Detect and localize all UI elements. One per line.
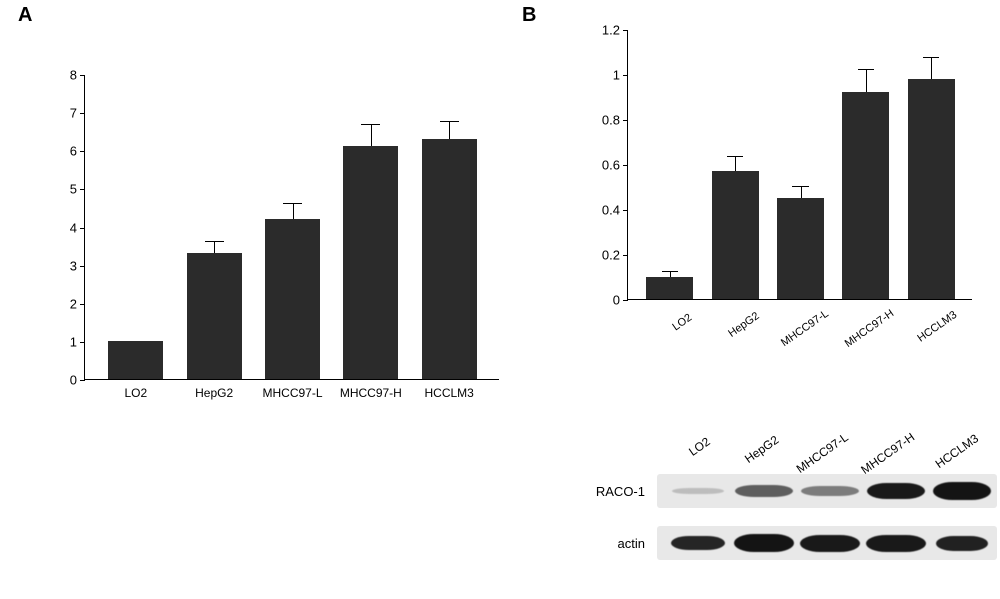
x-tick-label: HepG2 (195, 386, 233, 400)
x-tick-label: MHCC97-L (262, 386, 322, 400)
blot-lane-label: MHCC97-L (794, 430, 851, 476)
y-tick (623, 300, 628, 301)
y-tick (623, 210, 628, 211)
y-tick (80, 380, 85, 381)
x-tick-label: MHCC97-H (843, 307, 896, 349)
error-bar (931, 58, 932, 78)
y-tick-label: 1 (70, 334, 77, 349)
y-tick-label: 0.2 (602, 248, 620, 263)
y-tick (623, 255, 628, 256)
y-tick (80, 75, 85, 76)
blot-band (936, 536, 988, 551)
blot-band (867, 483, 925, 499)
y-tick-label: 2 (70, 296, 77, 311)
chart-a: 012345678LO2HepG2MHCC97-LMHCC97-HHCCLM3 (44, 75, 504, 435)
error-bar (214, 242, 215, 253)
y-tick (623, 165, 628, 166)
error-bar (371, 125, 372, 146)
panel-a-label: A (18, 4, 32, 27)
y-tick-label: 0.4 (602, 203, 620, 218)
y-tick-label: 0.6 (602, 158, 620, 173)
error-bar (801, 187, 802, 198)
y-tick (80, 113, 85, 114)
y-tick (623, 120, 628, 121)
y-tick-label: 1.2 (602, 23, 620, 38)
x-tick-label: MHCC97-H (340, 386, 402, 400)
blot-band (801, 486, 859, 496)
x-tick-label: MHCC97-L (779, 308, 831, 349)
error-bar (735, 157, 736, 171)
blot-band (735, 485, 793, 497)
blot-band (671, 536, 725, 550)
bar (343, 146, 398, 379)
x-tick-label: HepG2 (726, 310, 761, 340)
y-tick-label: 8 (70, 68, 77, 83)
y-tick (80, 228, 85, 229)
error-cap (858, 69, 874, 70)
blot-band (933, 482, 991, 500)
bar (777, 198, 824, 299)
error-bar (449, 122, 450, 139)
bar (265, 219, 320, 379)
bar (646, 277, 693, 300)
y-tick-label: 1 (613, 68, 620, 83)
x-tick-label: HCCLM3 (916, 309, 960, 345)
y-tick (80, 151, 85, 152)
blot-lane-label: HepG2 (742, 433, 781, 466)
bar (712, 171, 759, 299)
error-bar (866, 70, 867, 93)
error-cap (283, 203, 302, 204)
y-tick-label: 0 (70, 373, 77, 388)
blot-band (866, 535, 926, 552)
chart-a-plot: 012345678LO2HepG2MHCC97-LMHCC97-HHCCLM3 (84, 75, 499, 380)
y-tick (80, 342, 85, 343)
y-tick-label: 0 (613, 293, 620, 308)
y-tick (80, 189, 85, 190)
x-tick-label: HCCLM3 (424, 386, 473, 400)
blot-row-label: actin (560, 536, 645, 551)
bar (422, 139, 477, 379)
error-bar (670, 272, 671, 277)
bar (842, 92, 889, 299)
y-tick (80, 304, 85, 305)
bar (187, 253, 242, 379)
y-tick-label: 6 (70, 144, 77, 159)
error-bar (293, 204, 294, 219)
error-cap (923, 57, 939, 58)
error-cap (440, 121, 459, 122)
chart-b-plot: 00.20.40.60.811.2LO2HepG2MHCC97-LMHCC97-… (627, 30, 972, 300)
y-tick-label: 0.8 (602, 113, 620, 128)
error-cap (662, 271, 678, 272)
y-tick (80, 266, 85, 267)
chart-b: 00.20.40.60.811.2LO2HepG2MHCC97-LMHCC97-… (582, 30, 982, 380)
blot-row-label: RACO-1 (560, 484, 645, 499)
error-cap (361, 124, 380, 125)
y-tick-label: 5 (70, 182, 77, 197)
panel-b-label: B (522, 4, 536, 27)
y-tick-label: 3 (70, 258, 77, 273)
x-tick-label: LO2 (124, 386, 147, 400)
blot-band (734, 534, 794, 552)
y-tick-label: 4 (70, 220, 77, 235)
y-tick-label: 7 (70, 106, 77, 121)
blot-lane-label: HCCLM3 (933, 431, 981, 471)
error-cap (205, 241, 224, 242)
blot-lane-label: MHCC97-H (859, 430, 918, 477)
error-cap (727, 156, 743, 157)
bar (908, 79, 955, 300)
y-tick (623, 75, 628, 76)
error-cap (792, 186, 808, 187)
x-tick-label: LO2 (670, 312, 694, 334)
y-tick (623, 30, 628, 31)
blot-lane-label: LO2 (686, 434, 713, 458)
bar (108, 341, 163, 379)
blot-band (800, 535, 860, 552)
blot-band (672, 488, 724, 494)
